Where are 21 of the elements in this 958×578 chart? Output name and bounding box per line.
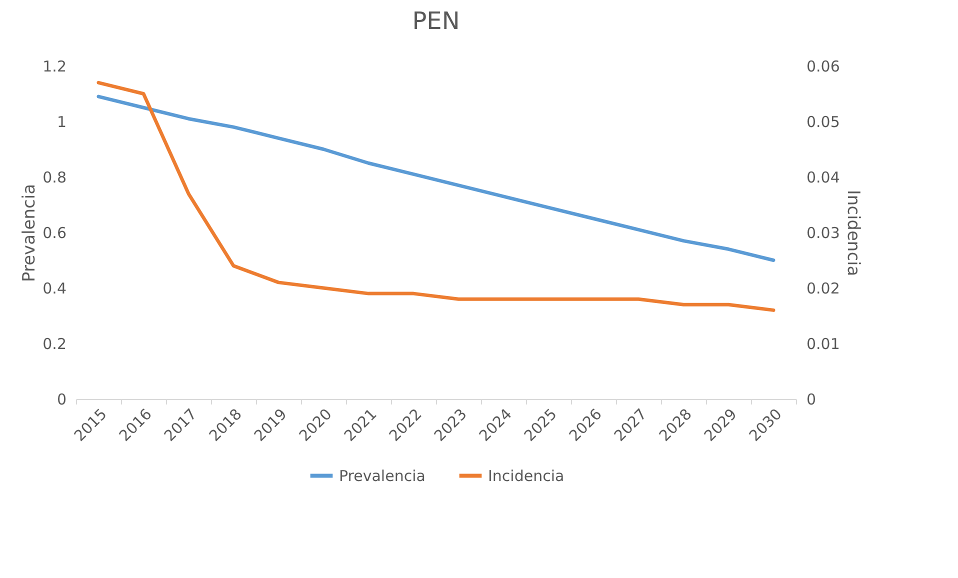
- y2-tick-label: 0.04: [806, 168, 840, 186]
- y-axis-title: Prevalencia: [20, 184, 40, 282]
- y2-tick-label: 0.05: [806, 113, 840, 131]
- y2-axis-title: Incidencia: [842, 190, 863, 276]
- y-tick-label: 1: [56, 113, 66, 131]
- y-tick-label: 0.2: [42, 335, 66, 353]
- chart-title: PEN: [412, 7, 460, 35]
- legend-label: Incidencia: [488, 466, 564, 485]
- y-tick-label: 0: [56, 390, 66, 408]
- y2-tick-label: 0.02: [806, 280, 840, 298]
- y2-tick-label: 0: [806, 390, 816, 408]
- y-tick-label: 1.2: [42, 58, 66, 76]
- y-tick-label: 0.8: [42, 168, 66, 186]
- y2-tick-label: 0.03: [806, 224, 840, 242]
- y-tick-label: 0.6: [42, 224, 66, 242]
- y-tick-label: 0.4: [42, 280, 66, 298]
- y2-tick-label: 0.06: [806, 58, 840, 76]
- line-series: [96, 94, 776, 262]
- y2-tick-label: 0.01: [806, 335, 840, 353]
- legend-label: Prevalencia: [339, 466, 426, 485]
- line-series: [96, 80, 776, 312]
